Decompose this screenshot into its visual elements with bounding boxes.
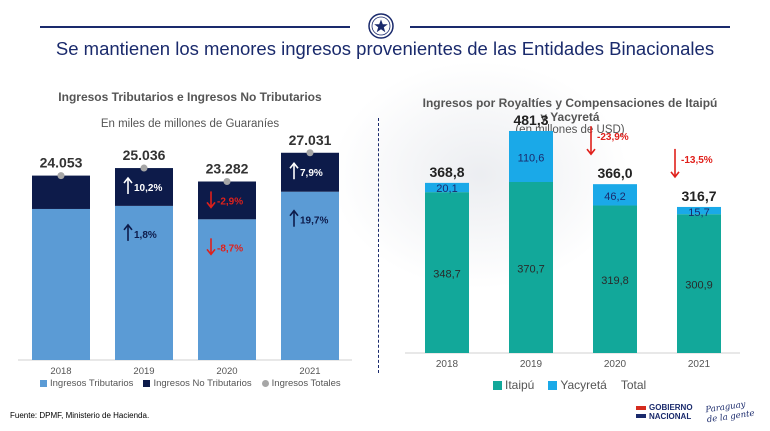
total-label-2019: 481,3 [513, 112, 548, 128]
bar-segment-no-tributarios-2019 [115, 168, 173, 206]
total-label-2021: 27.031 [289, 132, 332, 148]
x-tick-label-2021: 2021 [299, 366, 320, 377]
segment-label-itaipu-2020: 319,8 [601, 275, 629, 287]
bar-segment-itaipu-2020 [593, 205, 637, 353]
legend-label: Itaipú [505, 378, 535, 392]
bar-segment-itaipu-2019 [509, 182, 553, 353]
x-tick-label-2021: 2021 [688, 359, 711, 370]
left-legend: Ingresos Tributarios Ingresos No Tributa… [40, 378, 341, 389]
change-arrow-down-icon [206, 191, 216, 209]
bar-segment-tributarios-2019 [115, 205, 173, 360]
gobierno-nacional-logo: GOBIERNO NACIONAL [636, 403, 693, 421]
flag-icon [636, 406, 646, 418]
bar-segment-no-tributarios-2021 [281, 152, 339, 192]
header-rule-left [40, 26, 350, 28]
legend-swatch [548, 380, 558, 390]
logo-line-2: NACIONAL [649, 412, 692, 421]
segment-label-itaipu-2021: 300,9 [685, 280, 713, 292]
legend-item-ingresos-tributarios: Ingresos Tributarios [40, 378, 133, 389]
legend-item-ingresos-totales: Ingresos Totales [261, 378, 341, 389]
star-emblem-icon [366, 11, 396, 41]
change-label-2021: -13,5% [681, 155, 713, 166]
change-label-2020: -2,9% [217, 196, 243, 207]
legend-label: Ingresos No Tributarios [153, 378, 252, 389]
total-marker-2021 [306, 149, 314, 157]
page-title: Se mantienen los menores ingresos proven… [55, 38, 715, 59]
segment-label-yacyreta-2021: 15,7 [688, 207, 709, 219]
change-label-2019: 1,8% [134, 230, 157, 241]
total-label-2018: 24.053 [40, 155, 83, 171]
source-note: Fuente: DPMF, Ministerio de Hacienda. [10, 411, 150, 420]
legend-item-itaipu: Itaipú [493, 378, 534, 392]
change-arrow-down-icon [206, 238, 216, 256]
legend-label: Ingresos Totales [271, 378, 341, 389]
bar-segment-no-tributarios-2018 [32, 175, 90, 209]
bar-segment-itaipu-2021 [677, 214, 721, 353]
total-label-2020: 23.282 [206, 161, 249, 177]
header-rule-right [410, 26, 730, 28]
change-arrow-up-icon [123, 176, 133, 194]
bar-segment-tributarios-2021 [281, 191, 339, 360]
segment-label-yacyreta-2019: 110,6 [518, 152, 545, 164]
background-building-watermark [330, 60, 630, 290]
legend-swatch [40, 380, 47, 387]
bar-segment-yacyreta-2020 [593, 184, 637, 206]
change-arrow-up-icon [289, 209, 299, 227]
legend-swatch [261, 380, 269, 387]
segment-label-itaipu-2019: 370,7 [517, 264, 545, 276]
bar-segment-yacyreta-2018 [425, 182, 469, 193]
logo-line-1: GOBIERNO [649, 403, 693, 412]
x-tick-label-2020: 2020 [216, 366, 237, 377]
legend-label: Total [620, 378, 647, 392]
legend-swatch [493, 380, 502, 390]
legend-item-ingresos-no-tributarios: Ingresos No Tributarios [143, 378, 252, 389]
decrease-arrow-icon [586, 126, 596, 156]
x-tick-label-2018: 2018 [50, 366, 71, 377]
left-chart-title: Ingresos Tributarios e Ingresos No Tribu… [58, 90, 322, 104]
bar-segment-no-tributarios-2020 [198, 181, 256, 220]
x-tick-label-2020: 2020 [604, 359, 627, 370]
total-marker-2019 [140, 164, 148, 172]
x-tick-label-2019: 2019 [133, 366, 154, 377]
right-chart-title: Ingresos por Royaltíes y Compensaciones … [422, 96, 718, 124]
change-label-2020: -8,7% [217, 243, 243, 254]
bar-segment-tributarios-2020 [198, 219, 256, 360]
dashed-divider [378, 118, 379, 373]
bar-segment-tributarios-2018 [32, 208, 90, 360]
change-label-2020: -23,9% [597, 132, 629, 143]
change-arrow-up-icon [123, 223, 133, 241]
left-chart: 24.053 2018 25.036 2019 23.282 2020 27.031 2021… [18, 132, 352, 377]
change-label-2019: 10,2% [134, 183, 162, 194]
total-label-2019: 25.036 [123, 147, 166, 163]
change-label-2021: 19,7% [300, 216, 328, 227]
legend-item-yacyreta: Yacyretá [548, 378, 607, 392]
segment-label-yacyreta-2020: 46,2 [604, 191, 625, 203]
legend-swatch [143, 380, 151, 387]
segment-label-yacyreta-2018: 20,1 [436, 183, 457, 195]
total-marker-2020 [223, 178, 231, 186]
tagline: Paraguay de la gente [705, 399, 755, 425]
bar-segment-yacyreta-2021 [677, 206, 721, 215]
segment-label-itaipu-2018: 348,7 [433, 269, 461, 281]
right-chart: 348,7 20,1 368,8 2018 370,7 110,6 481,3 2019 319… [405, 112, 740, 370]
bar-segment-yacyreta-2019 [509, 130, 553, 182]
total-label-2020: 366,0 [597, 165, 632, 181]
change-arrow-up-icon [289, 161, 299, 180]
legend-label: Ingresos Tributarios [50, 378, 134, 389]
decrease-arrow-icon [670, 148, 680, 179]
legend-label: Yacyretá [560, 378, 607, 392]
bar-segment-itaipu-2018 [425, 192, 469, 353]
left-chart-subtitle: En miles de millones de Guaraníes [100, 118, 280, 130]
total-marker-2018 [57, 172, 65, 180]
right-legend: Itaipú Yacyretá Total [493, 378, 646, 392]
total-label-2018: 368,8 [429, 164, 464, 180]
x-tick-label-2019: 2019 [520, 359, 543, 370]
total-label-2021: 316,7 [681, 188, 716, 204]
x-tick-label-2018: 2018 [436, 359, 459, 370]
legend-item-total: Total [621, 378, 646, 392]
change-label-2021: 7,9% [300, 168, 323, 179]
